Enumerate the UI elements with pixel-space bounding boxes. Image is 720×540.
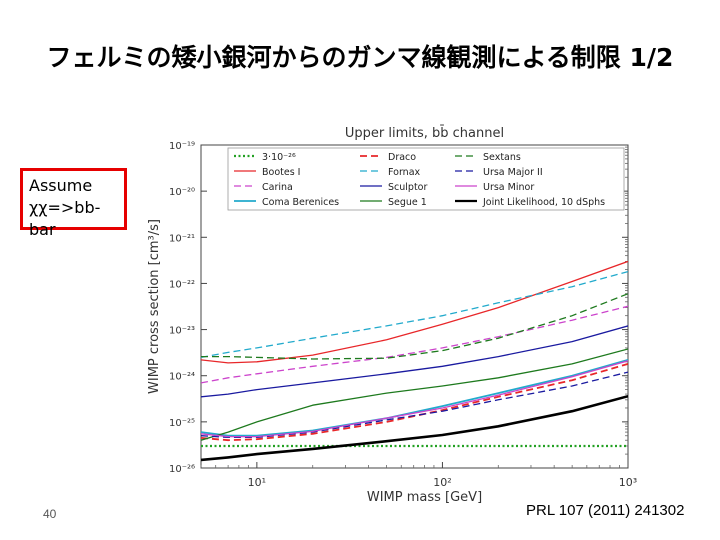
series-line-ursa-minor	[201, 360, 628, 438]
chart-title: Upper limits, bb̄ channel	[345, 126, 504, 141]
series-line-fornax	[201, 270, 628, 359]
legend-entry: Carina	[262, 182, 293, 193]
series-line-sextans	[201, 293, 628, 360]
legend-entry: Draco	[388, 152, 416, 163]
series-line-draco	[201, 363, 628, 442]
series-line-sculptor	[201, 325, 628, 398]
y-tick-label: 10⁻²⁰	[169, 187, 195, 198]
legend-entry: 3·10⁻²⁶	[262, 152, 296, 163]
series-line-carina	[201, 305, 628, 384]
y-tick-label: 10⁻¹⁹	[169, 141, 195, 152]
x-tick-label: 10³	[619, 476, 637, 489]
x-tick-label: 10¹	[248, 476, 266, 489]
legend-box	[227, 147, 625, 211]
chart-legend: 3·10⁻²⁶ Bootes I Carina Coma Berenices Draco…	[227, 147, 625, 211]
annihilation-channel-label: χχ=>bb-bar	[29, 198, 101, 239]
x-tick-label: 10²	[433, 476, 451, 489]
series-group	[201, 260, 628, 462]
legend-entry: Ursa Minor	[483, 182, 534, 193]
legend-entry: Segue 1	[388, 197, 427, 208]
legend-entry: Bootes I	[262, 167, 300, 178]
x-axis-label: WIMP mass [GeV]	[367, 490, 482, 505]
y-tick-label: 10⁻²³	[169, 326, 195, 337]
series-line-ursa-major-ii	[201, 371, 628, 439]
assumption-callout: Assume χχ=>bb-bar	[20, 168, 127, 239]
slide-page-number: 40	[43, 507, 57, 521]
y-axis-label: WIMP cross section [cm³/s]	[147, 219, 162, 394]
legend-entry: Coma Berenices	[262, 197, 339, 208]
y-tick-label: 10⁻²⁶	[169, 464, 195, 475]
legend-entry: Sculptor	[388, 182, 427, 193]
legend-entry: Ursa Major II	[483, 167, 543, 178]
legend-entry: Fornax	[388, 167, 421, 178]
y-tick-label: 10⁻²²	[169, 279, 195, 290]
series-line-bootes-i	[201, 260, 628, 364]
y-tick-label: 10⁻²⁴	[169, 372, 195, 383]
assume-label: Assume	[29, 176, 93, 195]
y-tick-label: 10⁻²¹	[169, 233, 195, 244]
series-line-joint-likelihood-10-dsphs	[201, 394, 628, 462]
slide-title: フェルミの矮小銀河からのガンマ線観測による制限 1/2	[46, 43, 674, 72]
legend-entry: Joint Likelihood, 10 dSphs	[482, 197, 605, 208]
reference-citation: PRL 107 (2011) 241302	[526, 502, 685, 519]
y-tick-label: 10⁻²⁵	[169, 418, 195, 429]
series-line-coma-berenices	[201, 359, 628, 437]
legend-entry: Sextans	[483, 152, 521, 163]
series-line-segue-1	[201, 348, 628, 441]
